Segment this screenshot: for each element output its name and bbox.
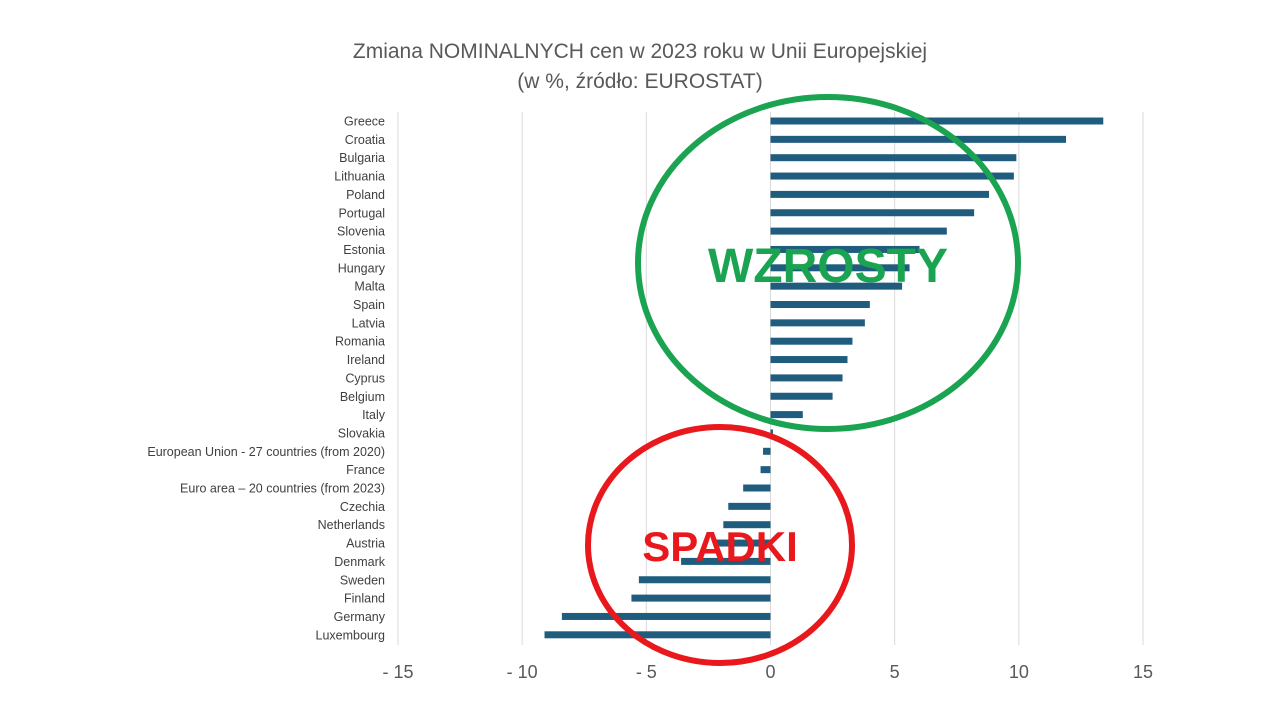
category-label: Slovenia: [337, 225, 385, 239]
chart-subtitle: (w %, źródło: EUROSTAT): [517, 70, 763, 93]
category-label: Austria: [346, 537, 385, 551]
category-label: Malta: [354, 280, 385, 294]
annotation-label: WZROSTY: [708, 240, 948, 293]
bar: [638, 576, 771, 584]
category-label: Spain: [353, 298, 385, 312]
bar: [770, 282, 903, 290]
category-label: Portugal: [338, 206, 385, 220]
bar: [743, 484, 771, 492]
category-label: Germany: [334, 610, 386, 624]
bar: [763, 447, 771, 455]
bar: [770, 172, 1014, 180]
bar: [681, 557, 771, 565]
x-tick-label: - 15: [382, 662, 413, 682]
bar: [770, 429, 773, 437]
bar: [770, 411, 803, 419]
x-tick-label: 15: [1133, 662, 1153, 682]
chart-title: Zmiana NOMINALNYCH cen w 2023 roku w Uni…: [352, 40, 928, 63]
category-label: Hungary: [338, 261, 386, 275]
bar: [723, 521, 771, 529]
category-label: Romania: [335, 335, 385, 349]
bar: [770, 356, 848, 364]
category-label: Lithuania: [334, 170, 385, 184]
annotation-label: SPADKI: [642, 523, 798, 570]
bar: [770, 319, 865, 327]
bar: [770, 301, 870, 308]
bar: [770, 154, 1017, 162]
category-label: Croatia: [345, 133, 385, 147]
category-label: Cyprus: [345, 371, 385, 385]
category-label: Estonia: [343, 243, 385, 257]
category-label: Italy: [362, 408, 386, 422]
x-tick-label: 10: [1009, 662, 1029, 682]
category-label: Denmark: [334, 555, 385, 569]
category-label: European Union - 27 countries (from 2020…: [147, 445, 385, 459]
bar: [728, 502, 771, 510]
bar: [770, 227, 947, 235]
bar: [770, 117, 1104, 125]
bar: [544, 631, 771, 639]
bar: [561, 612, 771, 620]
bar: [770, 374, 843, 382]
x-tick-label: 0: [765, 662, 775, 682]
bar: [770, 264, 910, 272]
x-tick-label: - 10: [507, 662, 538, 682]
category-label: France: [346, 463, 385, 477]
category-label: Euro area – 20 countries (from 2023): [180, 482, 385, 496]
x-tick-label: - 5: [636, 662, 657, 682]
category-label: Sweden: [340, 573, 385, 587]
bar: [770, 337, 853, 345]
category-label: Czechia: [340, 500, 385, 514]
category-label: Bulgaria: [339, 151, 385, 165]
category-label: Luxembourg: [316, 628, 386, 642]
bar: [770, 209, 975, 217]
bar: [631, 594, 771, 602]
category-label: Poland: [346, 188, 385, 202]
bar: [715, 539, 771, 547]
bar: [770, 190, 990, 198]
category-label: Slovakia: [338, 426, 385, 440]
annotation-ring: [585, 424, 855, 666]
bar: [770, 135, 1067, 143]
bar: [770, 245, 920, 253]
category-label: Ireland: [347, 353, 385, 367]
category-label: Latvia: [352, 316, 385, 330]
category-label: Belgium: [340, 390, 385, 404]
category-label: Finland: [344, 592, 385, 606]
category-label: Netherlands: [318, 518, 385, 532]
category-label: Greece: [344, 115, 385, 129]
annotation-ring: [635, 94, 1021, 432]
bar: [760, 466, 771, 474]
bar: [770, 392, 833, 400]
x-tick-label: 5: [890, 662, 900, 682]
